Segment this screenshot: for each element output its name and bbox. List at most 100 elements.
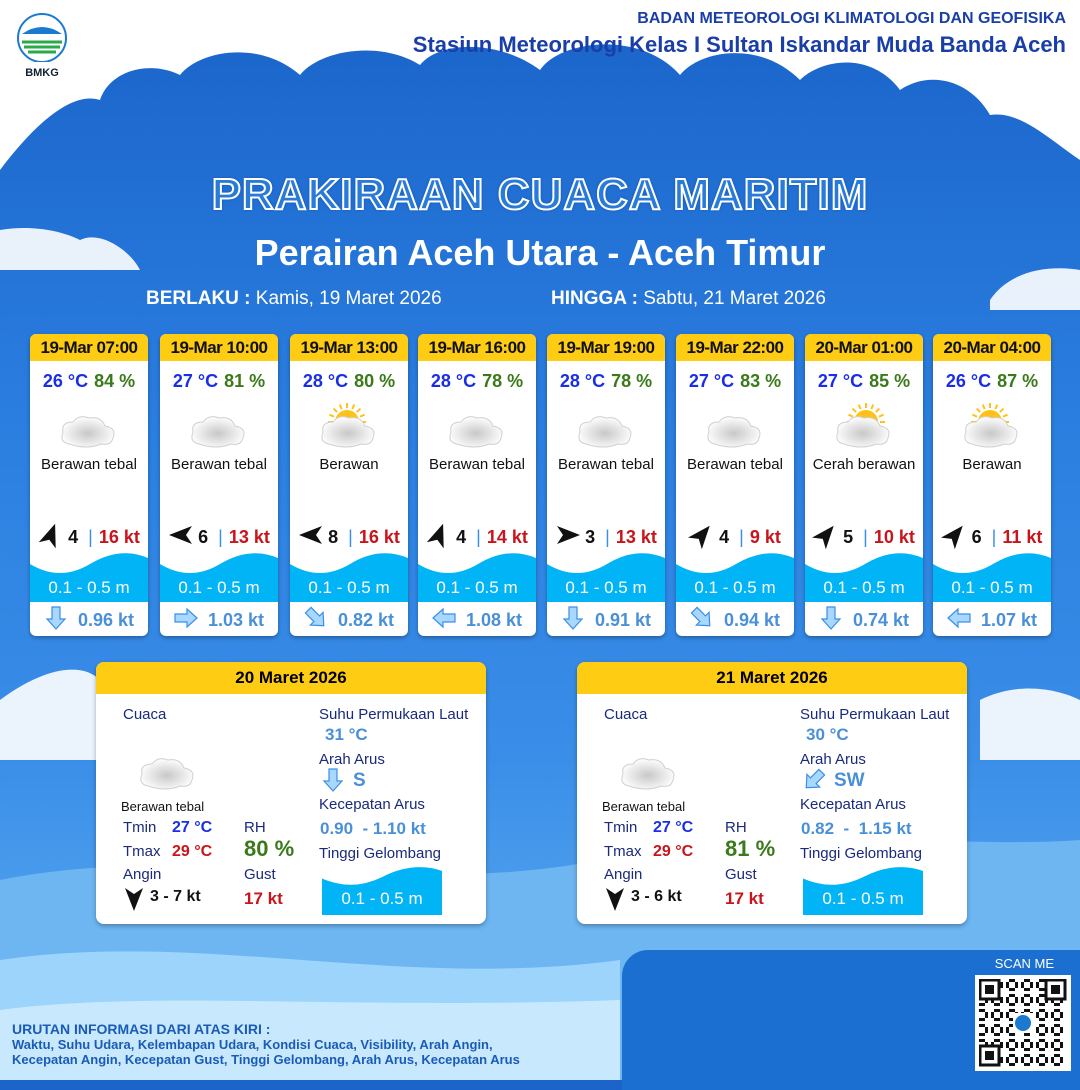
forecast-time: 20-Mar 01:00: [805, 334, 923, 361]
sst-value: 31 °C: [325, 725, 368, 744]
weather-condition: Berawan tebal: [687, 456, 783, 473]
wave-height: 0.1 - 0.5 m: [694, 578, 776, 597]
sunny-cloudy-icon: [805, 402, 923, 450]
humidity: 80 %: [354, 371, 396, 391]
daily-summary-card: 20 Maret 2026 Cuaca Berawan tebal Tmin 2…: [96, 662, 486, 924]
qr-code[interactable]: [975, 975, 1071, 1071]
current-direction-value: SW: [834, 770, 865, 791]
current-speed-label: Kecepatan Arus: [800, 796, 906, 813]
page-subtitle: Perairan Aceh Utara - Aceh Timur: [254, 232, 826, 273]
daily-date: 20 Maret 2026: [96, 662, 486, 694]
tmin-label: Tmin: [604, 819, 638, 836]
weather-condition: Berawan: [962, 456, 1022, 473]
rh-value: 80 %: [244, 836, 295, 861]
gust-speed: 13 kt: [228, 527, 270, 547]
forecast-card: 20-Mar 01:00 27 °C 85 % Cerah berawan 5 | 1…: [805, 334, 923, 636]
weather-condition: Berawan tebal: [429, 456, 525, 473]
current-direction-icon: [947, 606, 981, 635]
current-speed-label: Kecepatan Arus: [319, 796, 425, 813]
current-speed: 0.91 kt: [594, 610, 652, 630]
gust-speed: 16 kt: [98, 527, 140, 547]
bmkg-logo: BMKG: [14, 12, 70, 79]
forecast-time: 19-Mar 07:00: [30, 334, 148, 361]
weather-condition: Berawan tebal: [558, 456, 654, 473]
wave-height: 0.1 - 0.5 m: [823, 578, 905, 597]
current-direction-label: Arah Arus: [319, 751, 385, 768]
wind-speed: 8: [328, 527, 339, 547]
wind-label: Angin: [604, 866, 643, 883]
current-direction-icon: [432, 606, 466, 635]
current-speed: 1.07 kt: [980, 610, 1038, 630]
weather-condition: Cerah berawan: [812, 456, 916, 473]
tmax-label: Tmax: [123, 843, 161, 860]
weather-label: Cuaca: [123, 706, 167, 723]
air-temperature: 28 °C: [559, 371, 606, 391]
cloudy-icon: [418, 402, 536, 450]
sst-label: Suhu Permukaan Laut: [319, 706, 469, 723]
wind-direction-icon: [688, 522, 715, 553]
current-speed: 1.03 kt: [207, 610, 265, 630]
current-direction-icon: [819, 606, 853, 635]
current-speed: 0.74 kt: [852, 610, 910, 630]
wind-direction-icon: [812, 522, 839, 553]
valid-from: BERLAKU : Kamis, 19 Maret 2026: [146, 288, 442, 309]
current-direction-value: S: [353, 770, 366, 791]
forecast-card: 20-Mar 04:00 26 °C 87 % Berawan 6 | 11 kt 0…: [933, 334, 1051, 636]
wind-direction-icon: [298, 522, 324, 553]
daily-date: 21 Maret 2026: [577, 662, 967, 694]
gust-speed: 10 kt: [873, 527, 915, 547]
wind-range: 3 - 6 kt: [631, 888, 682, 905]
wave-graphic: [803, 867, 923, 915]
wind-direction-icon: [555, 522, 581, 553]
tmax-label: Tmax: [604, 843, 642, 860]
cloudy-icon: [136, 734, 200, 792]
forecast-card: 19-Mar 10:00 27 °C 81 % Berawan tebal 6 | 1…: [160, 334, 278, 636]
humidity: 78 %: [482, 371, 524, 391]
air-temperature: 28 °C: [430, 371, 477, 391]
wind-speed: 6: [198, 527, 209, 547]
wind-direction-icon: [121, 886, 147, 917]
current-direction-icon: [561, 606, 595, 635]
partly-cloudy-icon: [933, 402, 1051, 450]
forecast-time: 19-Mar 19:00: [547, 334, 665, 361]
gust-speed: 13 kt: [615, 527, 657, 547]
forecast-card: 19-Mar 16:00 28 °C 78 % Berawan tebal 4 | 1…: [418, 334, 536, 636]
tmin-value: 27 °C: [653, 819, 694, 836]
sst-value: 30 °C: [806, 725, 849, 744]
gust-speed: 14 kt: [486, 527, 528, 547]
forecast-time: 19-Mar 13:00: [290, 334, 408, 361]
gust-speed: 11 kt: [1002, 527, 1043, 547]
wind-direction-icon: [602, 886, 628, 917]
current-speed: 0.82 kt: [337, 610, 395, 630]
current-speed: 1.08 kt: [465, 610, 523, 630]
air-temperature: 27 °C: [172, 371, 219, 391]
humidity: 85 %: [869, 371, 911, 391]
air-temperature: 28 °C: [302, 371, 349, 391]
wind-speed: 4: [456, 527, 467, 547]
current-speed: 0.94 kt: [723, 610, 781, 630]
wave-height-label: Tinggi Gelombang: [319, 845, 442, 862]
weather-label: Cuaca: [604, 706, 648, 723]
current-direction-icon: [174, 606, 208, 635]
footer-info: URUTAN INFORMASI DARI ATAS KIRI : Waktu,…: [12, 1021, 520, 1068]
gust-label: Gust: [244, 866, 276, 883]
tmin-label: Tmin: [123, 819, 157, 836]
wind-speed: 4: [68, 527, 79, 547]
scan-me-label: SCAN ME: [994, 956, 1054, 971]
current-direction-icon: [44, 606, 78, 635]
humidity: 87 %: [997, 371, 1039, 391]
air-temperature: 26 °C: [42, 371, 89, 391]
air-temperature: 27 °C: [817, 371, 864, 391]
weather-condition: Berawan tebal: [121, 799, 205, 814]
forecast-time: 19-Mar 22:00: [676, 334, 794, 361]
wind-label: Angin: [123, 866, 162, 883]
valid-to: HINGGA : Sabtu, 21 Maret 2026: [551, 288, 826, 309]
wind-speed: 3: [585, 527, 596, 547]
air-temperature: 27 °C: [688, 371, 735, 391]
forecast-card: 19-Mar 22:00 27 °C 83 % Berawan tebal 4 | 9…: [676, 334, 794, 636]
wind-direction-icon: [940, 522, 968, 553]
page-title: PRAKIRAAN CUACA MARITIM: [211, 169, 869, 220]
cloudy-icon: [617, 734, 681, 792]
cloudy-icon: [30, 402, 148, 450]
